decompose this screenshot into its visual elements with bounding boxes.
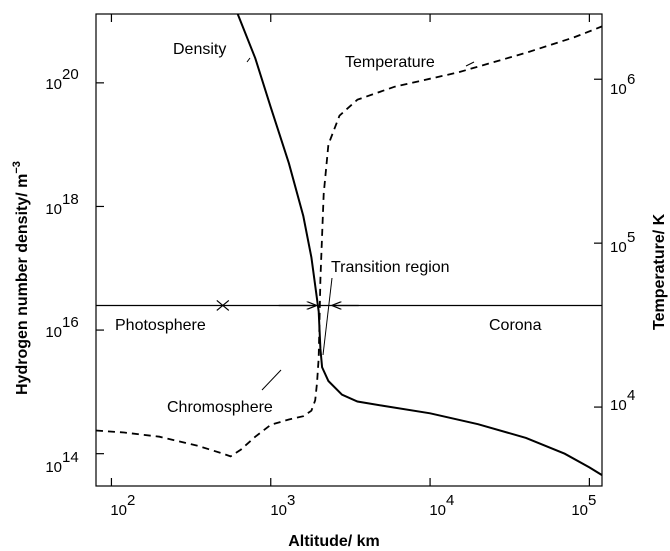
x-tick-label: 10 xyxy=(571,502,588,519)
temperature-leader-line xyxy=(465,61,475,67)
x-axis-title: Altitude/ km xyxy=(288,533,380,550)
photosphere-boundary-marker xyxy=(216,300,230,311)
tick-marks xyxy=(96,14,602,486)
y-left-tick-label: 10 xyxy=(45,459,62,476)
y-left-tick-exp: 14 xyxy=(62,449,79,466)
y-left-tick-exp: 16 xyxy=(62,314,79,331)
x-tick-label: 10 xyxy=(270,502,287,519)
x-tick-exp: 4 xyxy=(446,492,454,509)
density-leader-line xyxy=(246,57,251,63)
y-right-tick-label: 10 xyxy=(610,239,627,256)
y-right-tick-exp: 4 xyxy=(627,387,635,404)
series-line-temperature xyxy=(95,25,603,458)
y-left-tick-exp: 20 xyxy=(62,66,79,83)
chromosphere-leader-line xyxy=(261,369,282,391)
plot-frame xyxy=(95,13,603,487)
x-tick-label: 10 xyxy=(110,502,127,519)
annotation-corona: Corona xyxy=(489,317,542,334)
y-right-axis-title: Temperature/ K xyxy=(651,213,668,330)
y-right-tick-exp: 6 xyxy=(627,71,635,88)
photosphere-x-stroke xyxy=(216,300,230,311)
y-right-tick-label: 10 xyxy=(610,397,627,414)
annotation-temperature: Temperature xyxy=(345,54,435,71)
x-tick-exp: 5 xyxy=(588,492,596,509)
y-left-tick-label: 10 xyxy=(45,201,62,218)
series-line-density xyxy=(236,13,603,476)
annotation-chromosphere: Chromosphere xyxy=(167,399,273,416)
y-left-tick-exp: 18 xyxy=(62,191,79,208)
transition-leader-line xyxy=(322,277,333,356)
x-tick-exp: 3 xyxy=(287,492,295,509)
annotation-transition: Transition region xyxy=(331,259,450,276)
x-tick-exp: 2 xyxy=(127,492,135,509)
y-right-tick-exp: 5 xyxy=(627,229,635,246)
annotation-photosphere: Photosphere xyxy=(115,317,206,334)
y-left-tick-label: 10 xyxy=(45,76,62,93)
y-left-axis-title: Hydrogen number density/ m−3 xyxy=(11,161,31,395)
x-tick-label: 10 xyxy=(429,502,446,519)
y-left-tick-label: 10 xyxy=(45,324,62,341)
annotation-density: Density xyxy=(173,41,226,58)
y-right-tick-label: 10 xyxy=(610,81,627,98)
